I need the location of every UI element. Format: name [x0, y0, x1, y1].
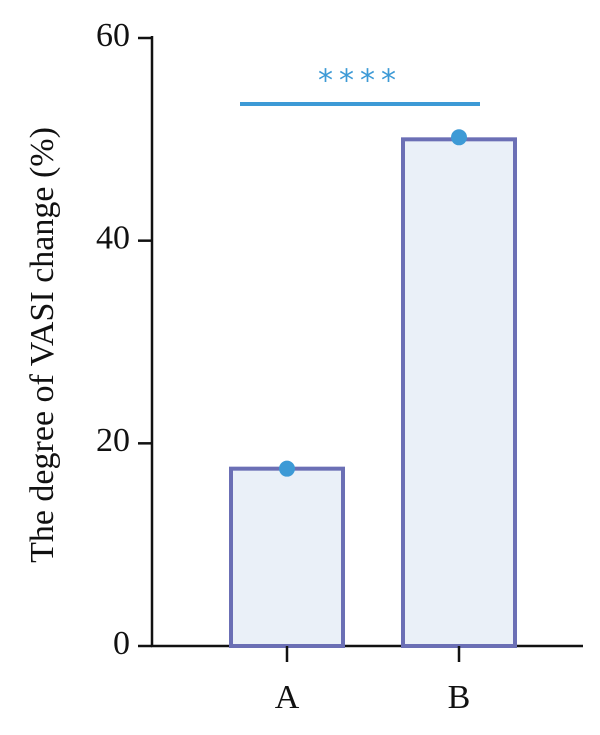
x-tick-label: B: [448, 679, 471, 716]
y-tick-label: 0: [113, 625, 130, 662]
data-point: [279, 460, 295, 477]
y-tick-label: 60: [96, 17, 130, 54]
data-point: [451, 129, 467, 146]
bar: [229, 466, 345, 648]
bar: [401, 137, 517, 648]
y-tick-label: 20: [96, 422, 130, 459]
y-tick-label: 40: [96, 219, 130, 256]
y-axis-label: The degree of VASI change (%): [24, 127, 61, 563]
significance-label: ****: [318, 64, 402, 99]
x-tick-label: A: [275, 679, 300, 716]
